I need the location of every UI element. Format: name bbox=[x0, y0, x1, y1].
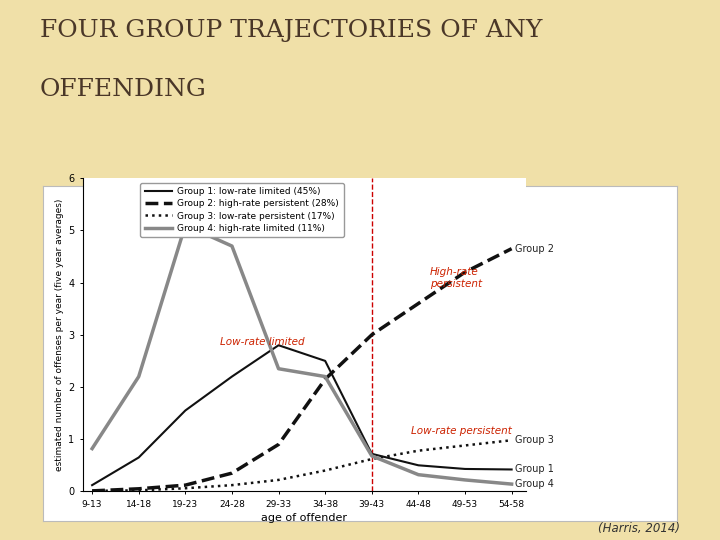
Text: FOUR GROUP TRAJECTORIES OF ANY: FOUR GROUP TRAJECTORIES OF ANY bbox=[40, 19, 542, 42]
Legend: Group 1: low-rate limited (45%), Group 2: high-rate persistent (28%), Group 3: l: Group 1: low-rate limited (45%), Group 2… bbox=[140, 183, 343, 237]
Y-axis label: estimated number of offenses per year (five year averages): estimated number of offenses per year (f… bbox=[55, 199, 64, 471]
Text: OFFENDING: OFFENDING bbox=[40, 78, 207, 102]
Text: Group 4: Group 4 bbox=[516, 479, 554, 489]
Text: Group 2: Group 2 bbox=[516, 244, 554, 254]
Text: High-rate
persistent: High-rate persistent bbox=[430, 267, 482, 288]
Text: Group 3: Group 3 bbox=[516, 435, 554, 445]
X-axis label: age of offender: age of offender bbox=[261, 513, 347, 523]
Text: Low-rate limited: Low-rate limited bbox=[220, 338, 305, 347]
Text: (Harris, 2014): (Harris, 2014) bbox=[598, 522, 680, 535]
Text: Low-rate persistent: Low-rate persistent bbox=[411, 426, 512, 436]
Text: High-rate limited: High-rate limited bbox=[144, 209, 232, 219]
Text: Group 1: Group 1 bbox=[516, 464, 554, 475]
